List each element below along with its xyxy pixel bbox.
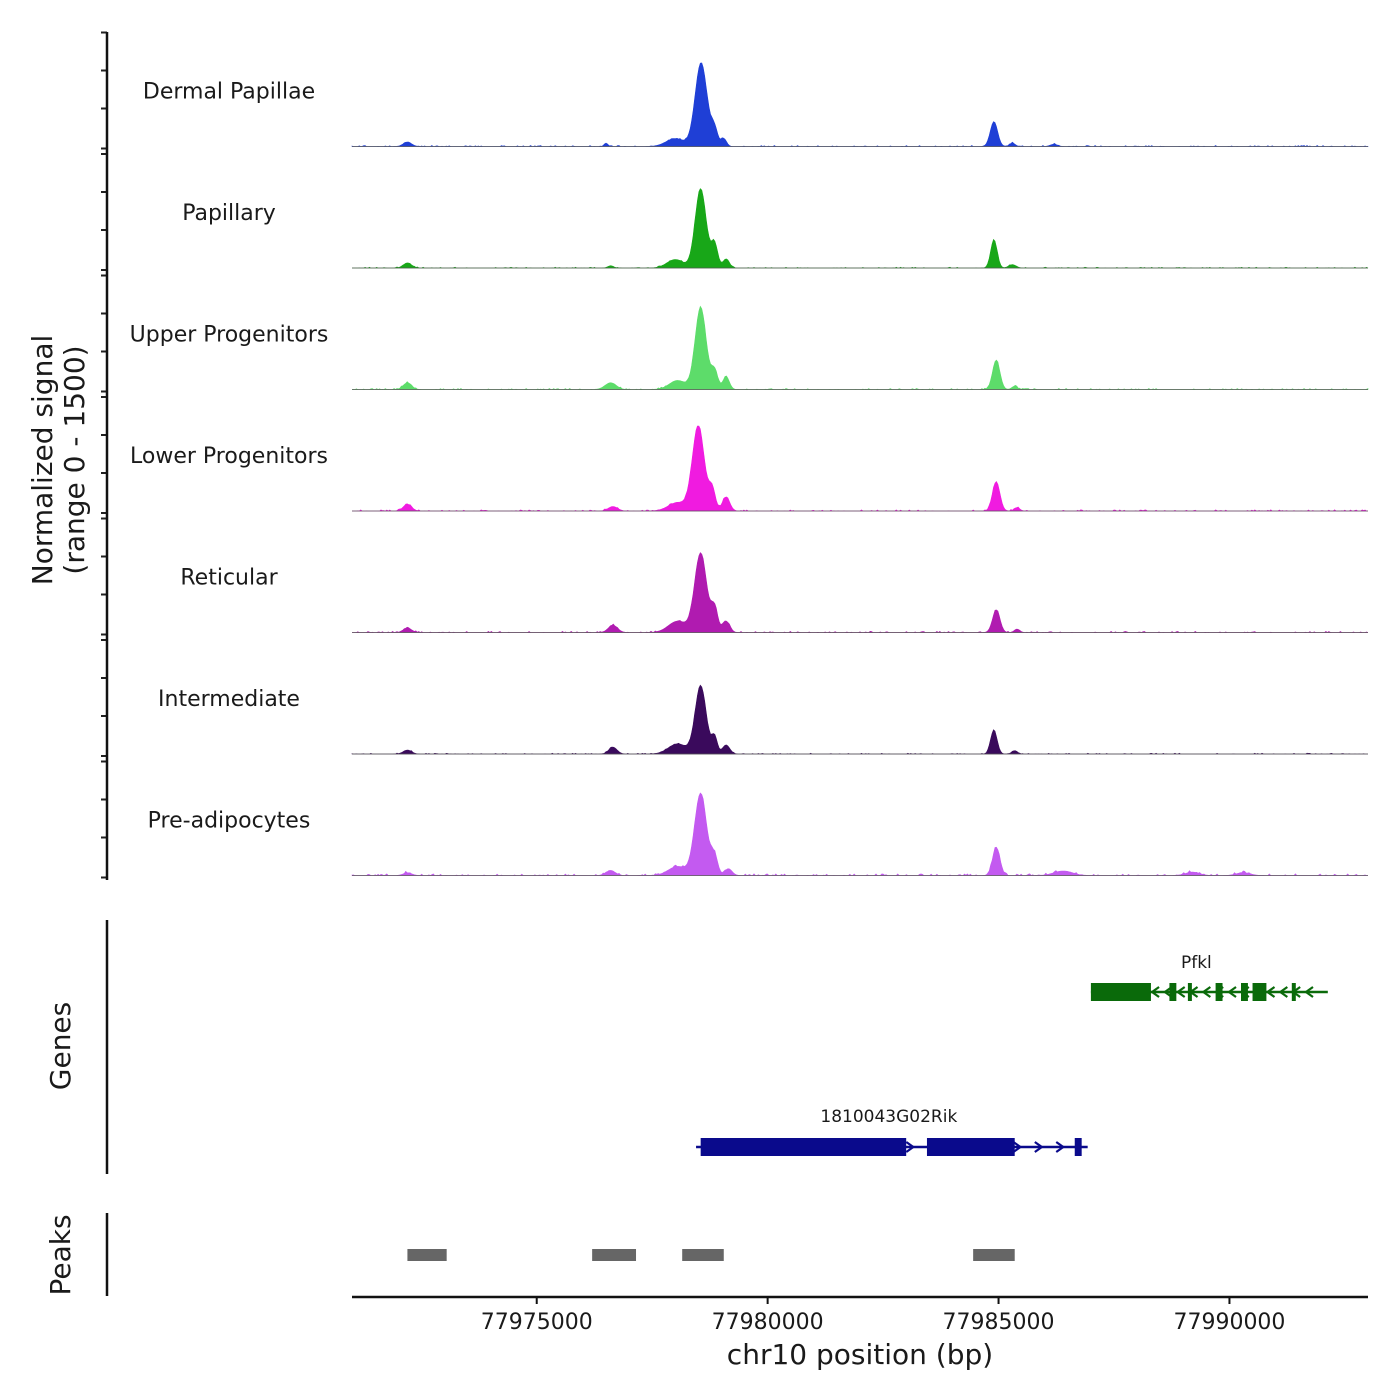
strand-arrow (1265, 986, 1276, 998)
track-label: Reticular (180, 566, 278, 591)
strand-arrow (1304, 986, 1314, 998)
coverage-area (351, 305, 1369, 390)
signal-tracks: Dermal Papillae Papillary Upper Progenitor… (130, 62, 1369, 876)
gene-1810043g02rik: 1810043G02Rik (696, 1107, 1088, 1156)
track-label: Dermal Papillae (143, 80, 315, 105)
track-upper-progenitors: Upper Progenitors (130, 305, 1369, 390)
x-tick-label: 77985000 (943, 1310, 1055, 1335)
x-tick-label: 77980000 (712, 1310, 824, 1335)
coverage-area (352, 425, 1368, 512)
track-label: Upper Progenitors (130, 323, 329, 348)
exon-block (1074, 1138, 1082, 1156)
track-label: Papillary (182, 201, 276, 226)
exon-block (1241, 983, 1248, 1001)
coverage-area (352, 552, 1369, 633)
track-pre-adipocytes: Pre-adipocytes (148, 792, 1368, 876)
x-axis-label: chr10 position (bp) (727, 1338, 993, 1371)
strand-arrow (1278, 986, 1288, 998)
track-reticular: Reticular (180, 552, 1369, 633)
peak-track (105, 1213, 1015, 1296)
coverage-area (352, 188, 1369, 269)
exon-block (1215, 983, 1223, 1001)
strand-arrow (1201, 986, 1211, 998)
track-label: Intermediate (158, 687, 300, 712)
strand-arrow (1175, 986, 1186, 998)
x-tick-label: 77990000 (1173, 1310, 1285, 1335)
gene-label: 1810043G02Rik (820, 1107, 957, 1127)
exon-block (1090, 983, 1151, 1001)
coverage-area (351, 684, 1368, 755)
strand-arrow (1034, 1141, 1044, 1153)
peak-region (592, 1249, 637, 1261)
exon-block (1291, 983, 1296, 1001)
peak-region (973, 1249, 1015, 1261)
coverage-area (351, 62, 1369, 147)
gene-track: Pfkl 1810043G02Rik (105, 920, 1328, 1174)
peak-region (407, 1249, 447, 1261)
exon-block (926, 1138, 1015, 1156)
strand-arrow (1012, 1141, 1023, 1153)
gene-label: Pfkl (1181, 953, 1212, 973)
gene-pfkl: Pfkl (1090, 953, 1328, 1001)
track-label: Lower Progenitors (130, 444, 328, 469)
coverage-area (351, 792, 1368, 876)
strand-arrow (1150, 986, 1160, 998)
x-tick-label: 77975000 (481, 1310, 593, 1335)
peaks-axis-label: Peaks (44, 1214, 77, 1295)
track-intermediate: Intermediate (158, 684, 1368, 755)
exon-block (1169, 983, 1177, 1001)
track-label: Pre-adipocytes (148, 809, 311, 834)
genes-axis-label: Genes (44, 1002, 77, 1090)
track-lower-progenitors: Lower Progenitors (130, 425, 1368, 512)
axes: 77975000 77980000 77985000 77990000 (101, 31, 1368, 1335)
exon-block (1187, 983, 1192, 1001)
y-axis-label-line2: (range 0 - 1500) (58, 345, 91, 574)
y-axis-label-line1: Normalized signal (26, 335, 59, 586)
exon-block (700, 1138, 907, 1156)
peak-region (682, 1249, 724, 1261)
strand-arrow (1227, 986, 1237, 998)
strand-arrow (905, 1141, 916, 1153)
track-papillary: Papillary (182, 188, 1369, 269)
track-dermal-papillae: Dermal Papillae (143, 62, 1369, 147)
exon-block (1252, 983, 1267, 1001)
strand-arrow (1055, 1141, 1066, 1153)
